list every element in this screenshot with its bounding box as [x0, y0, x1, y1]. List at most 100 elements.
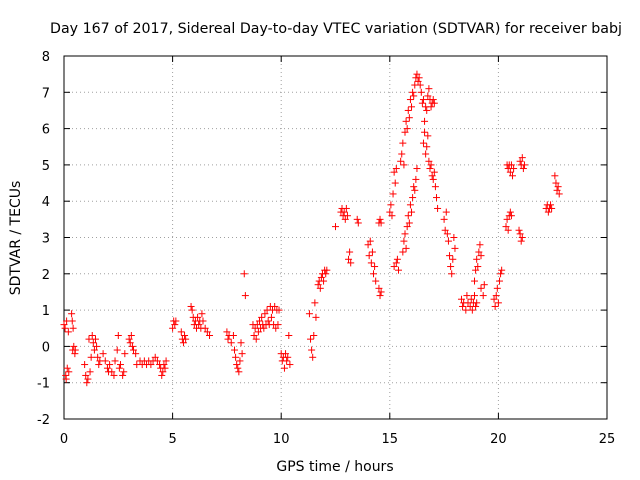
data-point — [509, 172, 517, 180]
data-point — [255, 317, 263, 325]
data-point — [179, 339, 187, 347]
data-point — [132, 350, 140, 358]
data-point — [419, 139, 427, 147]
data-point — [423, 143, 431, 151]
x-tick-label: 10 — [273, 432, 290, 447]
data-point — [353, 215, 361, 223]
data-point — [377, 219, 385, 227]
data-point — [195, 321, 203, 329]
x-axis-label: GPS time / hours — [276, 459, 393, 475]
data-point — [201, 324, 209, 332]
data-point — [400, 237, 408, 245]
y-tick-label: 0 — [42, 340, 50, 355]
data-point — [90, 346, 98, 354]
data-point — [147, 361, 155, 369]
data-point — [203, 328, 211, 336]
y-tick-label: 1 — [42, 304, 50, 319]
data-point — [547, 201, 555, 209]
data-point — [427, 103, 435, 111]
data-point — [463, 292, 471, 300]
data-point — [450, 234, 458, 241]
data-point — [472, 302, 480, 310]
data-point — [401, 128, 409, 136]
data-point — [62, 375, 70, 383]
data-point — [111, 357, 119, 365]
data-point — [375, 284, 383, 292]
data-point — [91, 335, 99, 343]
data-point — [65, 368, 73, 376]
data-point — [366, 237, 374, 245]
data-point — [424, 132, 432, 140]
data-point — [432, 194, 440, 202]
data-point — [552, 179, 560, 187]
data-point — [516, 230, 524, 238]
data-point — [402, 117, 410, 125]
data-point — [409, 88, 417, 96]
data-point — [492, 292, 500, 300]
data-point — [442, 208, 450, 216]
data-point — [430, 168, 438, 176]
data-point — [229, 332, 237, 340]
data-point — [340, 208, 348, 216]
data-point — [520, 161, 528, 169]
data-point — [232, 353, 240, 361]
data-point — [347, 259, 355, 267]
data-point — [151, 353, 159, 361]
data-point — [412, 175, 420, 183]
data-point — [544, 208, 552, 216]
data-point — [405, 219, 413, 227]
data-point — [346, 248, 354, 256]
data-point — [194, 313, 202, 321]
data-point — [101, 357, 109, 365]
data-point — [400, 161, 408, 169]
data-point — [311, 299, 319, 307]
data-point — [307, 335, 315, 343]
data-point — [64, 328, 72, 336]
data-point — [181, 332, 189, 340]
data-point — [252, 335, 260, 343]
data-point — [411, 186, 419, 194]
data-point — [477, 252, 485, 260]
x-tick-label: 15 — [382, 432, 399, 447]
data-point — [83, 379, 91, 387]
data-point — [120, 368, 128, 376]
data-point — [237, 339, 245, 347]
data-point — [472, 266, 480, 274]
data-point — [507, 161, 515, 169]
data-point — [479, 292, 487, 300]
data-point — [443, 230, 451, 238]
data-point — [474, 263, 482, 271]
data-point — [503, 215, 511, 223]
data-point — [250, 332, 258, 340]
data-point — [160, 361, 168, 369]
data-point — [475, 248, 483, 256]
data-point — [305, 310, 313, 318]
grid — [64, 56, 607, 419]
data-point — [510, 165, 518, 173]
data-point — [393, 255, 401, 263]
data-point — [171, 321, 179, 329]
data-point — [310, 332, 318, 340]
data-point — [389, 190, 397, 198]
data-point — [108, 368, 116, 376]
data-point — [493, 284, 501, 292]
data-point — [430, 99, 438, 107]
data-point — [199, 317, 207, 325]
data-point — [227, 339, 235, 347]
data-point — [84, 375, 92, 383]
data-point — [421, 117, 429, 125]
data-point — [495, 277, 503, 285]
data-point — [70, 342, 78, 350]
data-point — [272, 324, 280, 332]
x-tick-label: 5 — [168, 432, 176, 447]
data-point — [502, 223, 510, 231]
data-point — [332, 223, 339, 231]
data-point — [106, 361, 114, 369]
data-point — [161, 364, 169, 372]
data-point — [386, 208, 394, 216]
data-point — [403, 223, 411, 231]
data-point — [85, 335, 93, 343]
data-point — [467, 295, 475, 303]
data-point — [275, 306, 283, 314]
